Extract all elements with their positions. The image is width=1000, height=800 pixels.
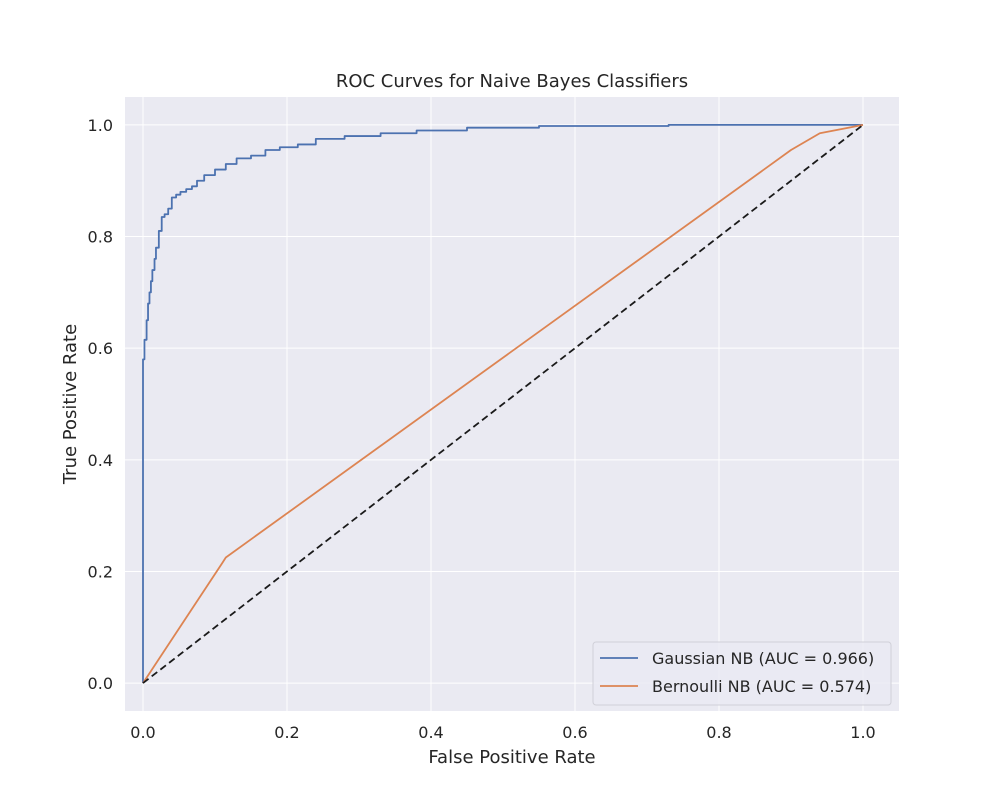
x-tick-label: 0.0 [130, 723, 155, 742]
x-tick-label: 0.6 [562, 723, 587, 742]
plot-area [125, 97, 899, 711]
y-tick-labels: 0.0 0.2 0.4 0.6 0.8 1.0 [88, 116, 113, 693]
y-tick-label: 0.2 [88, 562, 113, 581]
legend-label-bernoulli: Bernoulli NB (AUC = 0.574) [652, 677, 871, 696]
legend-box [592, 641, 892, 706]
x-axis-label: False Positive Rate [428, 747, 595, 768]
bernoulli-nb-curve [142, 124, 864, 684]
series-layer [142, 124, 864, 684]
y-tick-label: 0.8 [88, 228, 113, 247]
y-tick-label: 0.6 [88, 339, 113, 358]
y-tick-label: 0.0 [88, 674, 113, 693]
x-tick-label: 0.8 [706, 723, 731, 742]
grid-lines [125, 97, 899, 711]
x-tick-label: 1.0 [850, 723, 875, 742]
y-tick-label: 1.0 [88, 116, 113, 135]
y-tick-label: 0.4 [88, 451, 113, 470]
chance-diagonal-line [142, 124, 864, 684]
x-tick-labels: 0.0 0.2 0.4 0.6 0.8 1.0 [130, 723, 875, 742]
chart-title: ROC Curves for Naive Bayes Classifiers [336, 71, 688, 92]
y-axis-label: True Positive Rate [60, 324, 81, 485]
legend-label-gaussian: Gaussian NB (AUC = 0.966) [652, 649, 874, 668]
x-tick-label: 0.2 [274, 723, 299, 742]
legend: Gaussian NB (AUC = 0.966) Bernoulli NB (… [592, 641, 892, 706]
x-tick-label: 0.4 [418, 723, 443, 742]
gaussian-nb-curve [142, 124, 863, 684]
